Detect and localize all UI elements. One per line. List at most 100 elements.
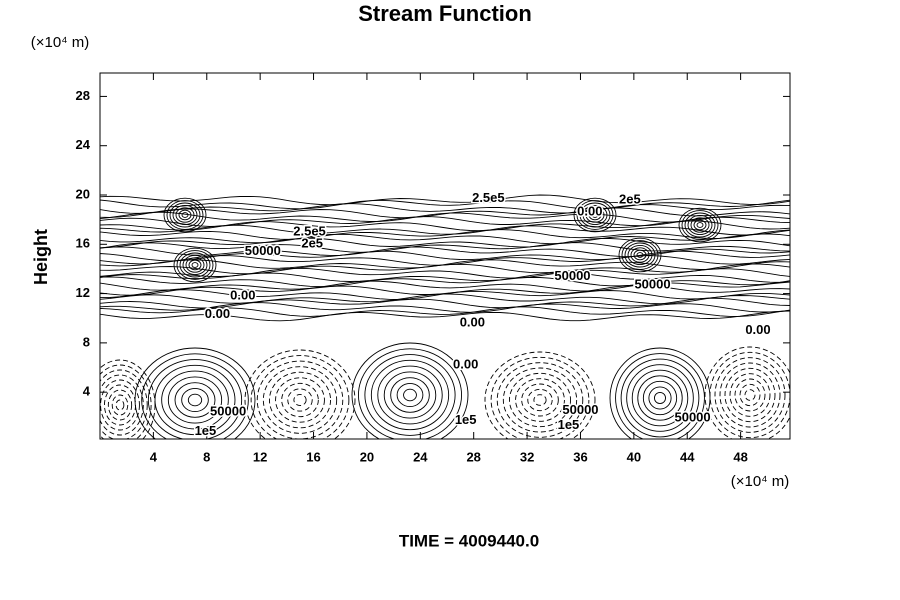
contour-line: [100, 297, 790, 309]
contour-line: [734, 378, 766, 412]
contour-line: [185, 257, 205, 273]
contour-label: 1e5: [455, 412, 477, 427]
contour-label: 0.00: [577, 204, 602, 219]
x-tick-label: 44: [680, 449, 695, 464]
contour-line: [696, 222, 704, 228]
contour-line: [107, 389, 133, 421]
contour-line: [293, 393, 307, 407]
contour-line: [100, 306, 790, 317]
contour-line: [115, 399, 125, 411]
contour-line: [582, 204, 608, 226]
y-tick-label: 8: [83, 334, 90, 349]
contour-line: [585, 207, 605, 223]
contour-line: [250, 355, 350, 439]
contour-line: [358, 348, 462, 439]
contour-line: [166, 200, 204, 230]
contour-label: 0.00: [205, 306, 230, 321]
contour-line: [100, 374, 144, 436]
contour-line: [187, 393, 203, 407]
contour-label: 50000: [634, 276, 670, 291]
x-tick-label: 12: [253, 449, 267, 464]
contour-line: [173, 247, 217, 283]
y-tick-label: 16: [76, 236, 90, 251]
contour-label: 1e5: [558, 417, 580, 432]
contour-line: [364, 354, 456, 436]
contour-line: [179, 252, 211, 278]
contour-line: [521, 383, 559, 417]
contour-line: [100, 272, 790, 283]
contour-line: [502, 367, 578, 433]
x-tick-label: 8: [203, 449, 210, 464]
contour-label: 0.00: [745, 322, 770, 337]
contour-line: [403, 388, 417, 402]
contour-line: [370, 359, 450, 431]
contour-line: [141, 353, 249, 439]
contour-line: [678, 207, 722, 243]
contour-line: [100, 224, 790, 236]
contour-line: [690, 217, 710, 233]
contour-line: [100, 199, 790, 210]
contour-line: [579, 202, 611, 228]
contour-line: [729, 373, 771, 417]
y-axis-label: Height: [31, 229, 51, 285]
contour-line: [100, 379, 140, 431]
contour-line: [591, 212, 599, 218]
x-unit: (×10⁴ m): [731, 473, 790, 490]
contour-label: 50000: [674, 409, 710, 424]
y-tick-label: 20: [76, 186, 90, 201]
contour-line: [268, 371, 332, 429]
contour-line: [191, 262, 199, 268]
contour-line: [244, 349, 356, 439]
contour-line: [496, 362, 584, 438]
contour-label: 50000: [245, 243, 281, 258]
contour-line: [147, 359, 243, 439]
contour-line: [163, 197, 207, 233]
contour-line: [100, 216, 790, 227]
contour-line: [620, 358, 700, 438]
contour-line: [573, 197, 617, 233]
contour-line: [383, 371, 437, 419]
contour-line: [100, 207, 790, 219]
contour-line: [527, 388, 553, 412]
contour-line: [176, 250, 214, 280]
contour-line: [633, 249, 647, 261]
contour-line: [100, 310, 790, 322]
contour-label: 50000: [210, 403, 246, 418]
contour-line: [704, 346, 790, 439]
contour-line: [588, 209, 602, 221]
contour-line: [490, 356, 590, 439]
contour-line: [396, 382, 424, 408]
footer: TIME = 4009440.0: [399, 531, 539, 550]
contour-line: [175, 207, 195, 223]
contour-line: [508, 372, 572, 428]
x-tick-label: 32: [520, 449, 534, 464]
contour-line: [484, 351, 596, 439]
contour-line: [621, 240, 659, 270]
contour-line: [100, 229, 790, 240]
contour-line: [714, 357, 786, 433]
contour-line: [281, 382, 319, 418]
contour-label: 2e5: [301, 236, 323, 251]
contour-line: [262, 366, 338, 434]
contour-label: 0.00: [453, 356, 478, 371]
contour-line: [100, 263, 790, 275]
contour-line: [576, 200, 614, 230]
contour-line: [609, 347, 711, 439]
contour-line: [100, 242, 790, 253]
contour-label: 50000: [562, 402, 598, 417]
contour-line: [169, 202, 201, 228]
contour-line: [624, 242, 656, 268]
contour-line: [642, 380, 678, 416]
contour-lines: [100, 194, 790, 439]
chart-title: Stream Function: [358, 1, 532, 26]
x-tick-label: 4: [150, 449, 158, 464]
contour-line: [687, 214, 713, 236]
contour-line: [390, 377, 430, 413]
contour-line: [377, 365, 443, 425]
contour-label: 50000: [554, 268, 590, 283]
contour-line: [287, 388, 313, 412]
contour-label: 1e5: [195, 423, 217, 438]
contour-line: [636, 252, 644, 258]
plot-frame: [99, 72, 791, 440]
x-tick-label: 36: [573, 449, 587, 464]
